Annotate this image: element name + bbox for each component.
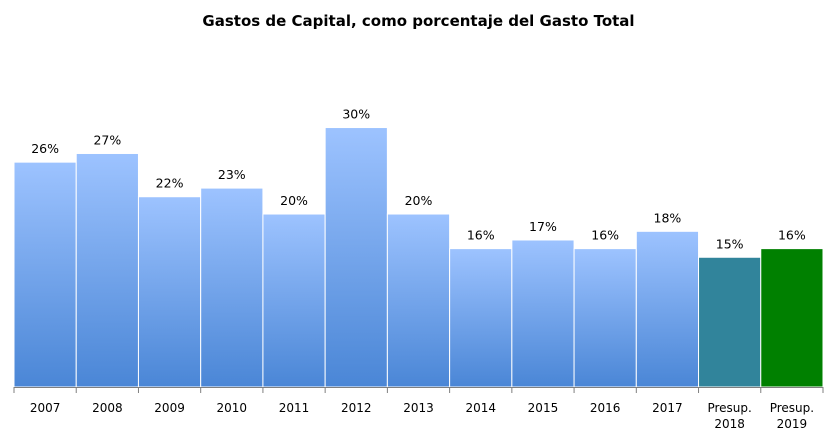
category-label: Presup. 2018: [707, 401, 751, 431]
category-label: 2009: [154, 401, 185, 415]
x-axis: [13, 387, 824, 393]
value-label: 15%: [716, 236, 744, 251]
category-label: 2013: [403, 401, 434, 415]
value-label: 23%: [218, 167, 246, 182]
category-label: 2008: [92, 401, 123, 415]
bar-2014: [449, 248, 513, 388]
bar-2017: [635, 230, 700, 388]
value-label: 20%: [280, 193, 308, 208]
category-label: 2007: [30, 401, 61, 415]
value-label: 18%: [654, 210, 682, 225]
category-label: Presup. 2019: [770, 401, 814, 431]
bar-2007: [13, 161, 77, 388]
value-label: 26%: [31, 141, 59, 156]
chart-title: Gastos de Capital, como porcentaje del G…: [202, 12, 635, 30]
bar-2016: [573, 248, 637, 388]
category-labels-group: 2007 2008 2009 2010 2011 2012 2013 2014 2015 2016…: [30, 401, 814, 431]
bar-2012: [324, 127, 388, 388]
category-label: 2011: [279, 401, 310, 415]
value-label: 16%: [591, 228, 619, 243]
bars-group: [13, 127, 824, 388]
value-label: 27%: [93, 132, 121, 147]
bar-2009: [137, 196, 202, 388]
value-label: 22%: [156, 176, 184, 191]
category-label: 2017: [652, 401, 683, 415]
bar-presup-2018: [698, 256, 762, 388]
category-label: 2014: [465, 401, 496, 415]
category-label: 2012: [341, 401, 372, 415]
value-labels-group: 26% 27% 22% 23% 20% 30% 20% 16% 17% 16% 18% 15% 16%: [31, 107, 806, 252]
category-label: 2016: [590, 401, 621, 415]
bar-2008: [75, 152, 139, 388]
bar-2013: [386, 213, 451, 388]
bar-presup-2019: [760, 248, 824, 388]
bar-2010: [200, 187, 264, 388]
value-label: 16%: [778, 228, 806, 243]
value-label: 17%: [529, 219, 557, 234]
value-label: 16%: [467, 228, 495, 243]
category-label: 2010: [217, 401, 248, 415]
value-label: 30%: [342, 107, 370, 122]
value-label: 20%: [405, 193, 433, 208]
category-label: 2015: [528, 401, 559, 415]
bar-2011: [262, 213, 326, 388]
bar-2015: [511, 239, 575, 388]
